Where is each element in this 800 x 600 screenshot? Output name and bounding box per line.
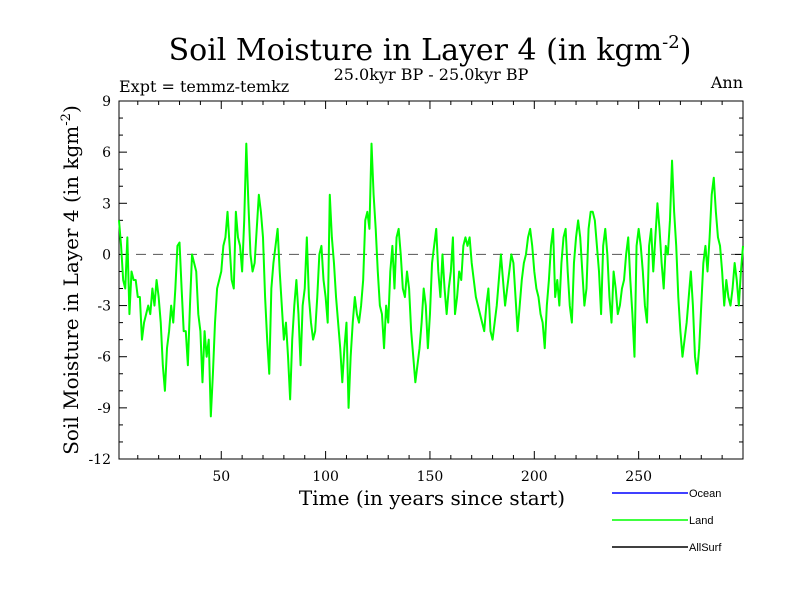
legend-label-allsurf: AllSurf — [689, 542, 722, 554]
x-tick-label: 200 — [521, 469, 548, 485]
legend-label-land: Land — [689, 515, 713, 527]
x-axis-label: Time (in years since start) — [299, 486, 565, 510]
x-tick-label: 50 — [212, 469, 230, 485]
x-tick-label: 150 — [417, 469, 444, 485]
x-tick-label: 100 — [312, 469, 339, 485]
series-group — [118, 142, 744, 418]
chart-title: Soil Moisture in Layer 4 (in kgm-2) — [169, 32, 692, 68]
y-tick-label: -9 — [97, 401, 111, 417]
legend-label-ocean: Ocean — [689, 488, 721, 500]
y-tick-label: -3 — [97, 299, 111, 315]
chart-subtitle: 25.0kyr BP - 25.0kyr BP — [334, 65, 529, 84]
y-tick-label: 3 — [102, 196, 111, 212]
y-tick-label: -12 — [88, 452, 111, 468]
x-tick-label: 250 — [625, 469, 652, 485]
legend: Ocean Land AllSurf — [612, 488, 722, 554]
y-axis-label: Soil Moisture in Layer 4 (in kgm-2) — [59, 105, 83, 455]
y-tick-label: -6 — [97, 350, 111, 366]
season-label: Ann — [710, 73, 743, 92]
plot-frame — [118, 100, 744, 460]
series-line-land — [118, 142, 744, 418]
experiment-label: Expt = temmz-temkz — [119, 77, 289, 96]
x-axis: 50 100 150 200 250 — [137, 101, 723, 485]
y-tick-label: 0 — [102, 247, 111, 263]
y-tick-label: 6 — [102, 145, 111, 161]
y-axis: -12 -9 -6 -3 0 3 6 9 — [88, 94, 743, 468]
y-tick-label: 9 — [102, 94, 111, 110]
